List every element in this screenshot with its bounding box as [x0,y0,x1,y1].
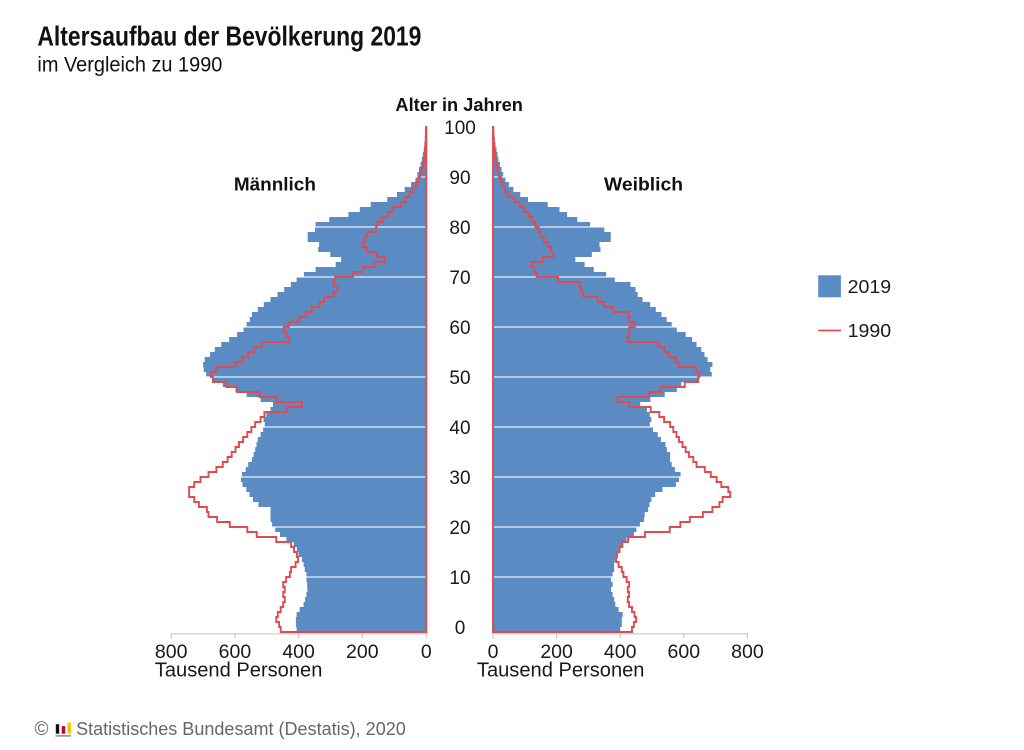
svg-text:40: 40 [449,418,470,439]
svg-text:Weiblich: Weiblich [604,174,683,194]
svg-text:1990: 1990 [848,321,892,341]
svg-text:200: 200 [346,641,379,663]
svg-text:70: 70 [449,268,470,289]
svg-text:Altersaufbau der Bevölkerung 2: Altersaufbau der Bevölkerung 2019 [37,21,421,52]
svg-text:100: 100 [444,118,476,139]
svg-text:600: 600 [219,641,252,663]
svg-text:2019: 2019 [848,277,892,297]
svg-text:im Vergleich zu 1990: im Vergleich zu 1990 [37,52,222,76]
svg-text:20: 20 [449,518,470,539]
svg-text:200: 200 [540,641,573,663]
svg-text:0: 0 [455,618,466,639]
svg-text:600: 600 [668,641,701,663]
svg-text:©: © [35,719,49,740]
svg-text:30: 30 [449,468,470,489]
svg-text:Tausend Personen: Tausend Personen [155,660,323,682]
svg-text:800: 800 [155,641,188,663]
svg-text:0: 0 [421,641,432,663]
svg-text:50: 50 [449,368,470,389]
svg-text:800: 800 [731,641,764,663]
svg-text:90: 90 [449,168,470,189]
svg-text:80: 80 [449,218,470,239]
svg-text:400: 400 [604,641,637,663]
svg-text:400: 400 [282,641,315,663]
svg-text:Statistisches Bundesamt (Desta: Statistisches Bundesamt (Destatis), 2020 [76,719,406,739]
svg-text:Tausend Personen: Tausend Personen [477,660,645,682]
svg-text:10: 10 [449,568,470,589]
svg-text:Alter in Jahren: Alter in Jahren [395,95,523,115]
svg-text:Männlich: Männlich [234,174,316,194]
svg-text:60: 60 [449,318,470,339]
svg-text:0: 0 [488,641,499,663]
